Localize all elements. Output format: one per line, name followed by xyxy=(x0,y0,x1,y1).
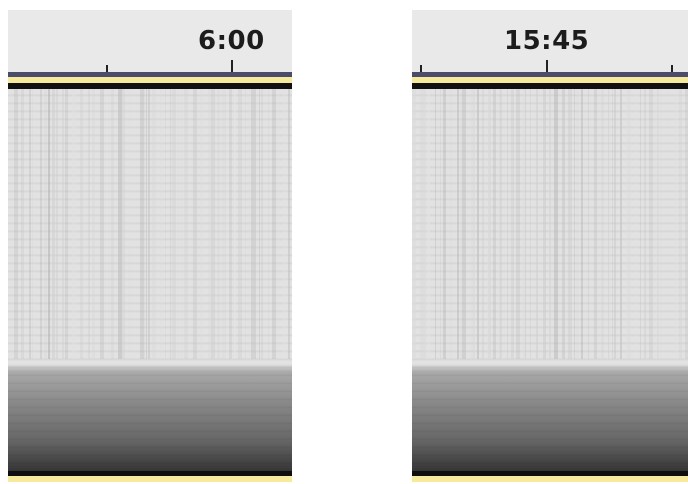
time-label: 6:00 xyxy=(198,26,265,56)
spectrogram-view[interactable] xyxy=(412,89,688,471)
selection-highlight-bottom xyxy=(8,476,292,482)
ruler-tick-major xyxy=(546,60,548,72)
selection-highlight-top xyxy=(8,77,292,83)
spectrogram-panel-left: 6:00 xyxy=(8,10,292,484)
ruler-baseline xyxy=(412,72,688,77)
spectrogram-view[interactable] xyxy=(8,89,292,471)
track-border-top xyxy=(8,83,292,89)
ruler-baseline xyxy=(8,72,292,77)
timeline-ruler[interactable]: 15:45 xyxy=(412,10,688,72)
track-border-bottom xyxy=(412,471,688,476)
spectrogram-panel-right: 15:45 xyxy=(412,10,688,484)
track-border-top xyxy=(412,83,688,89)
spectrogram-stripes xyxy=(8,89,290,359)
selection-highlight-bottom xyxy=(412,476,688,482)
ruler-tick-minor xyxy=(420,65,422,72)
time-label: 15:45 xyxy=(504,26,590,56)
selection-highlight-top xyxy=(412,77,688,83)
track-border-bottom xyxy=(8,471,292,476)
ruler-tick-minor xyxy=(106,65,108,72)
ruler-tick-minor xyxy=(671,65,673,72)
timeline-ruler[interactable]: 6:00 xyxy=(8,10,292,72)
ruler-tick-major xyxy=(231,60,233,72)
spectrogram-stripes xyxy=(412,89,688,359)
